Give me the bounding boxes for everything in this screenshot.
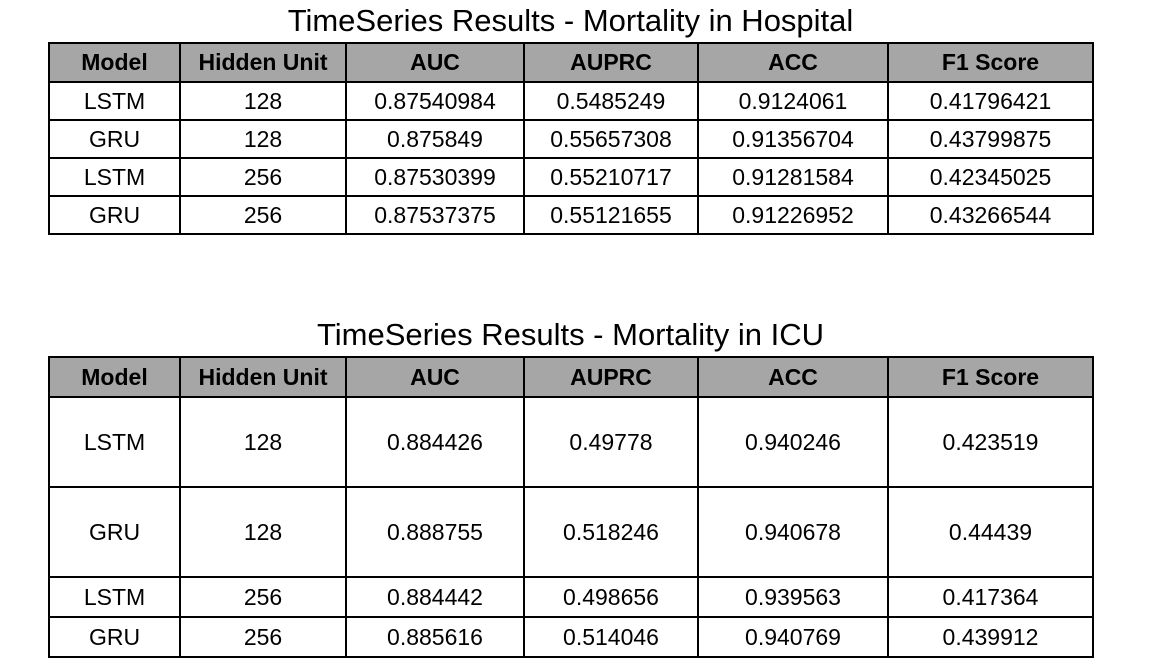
header-model: Model [48, 356, 181, 398]
header-model: Model [48, 42, 181, 83]
cell-acc: 0.940678 [697, 486, 889, 578]
cell-auprc: 0.55210717 [523, 157, 699, 197]
cell-hidden-unit: 256 [179, 576, 347, 618]
cell-auprc: 0.5485249 [523, 81, 699, 121]
cell-acc: 0.91226952 [697, 195, 889, 235]
cell-hidden-unit: 128 [179, 119, 347, 159]
icu-table-title: TimeSeries Results - Mortality in ICU [316, 317, 824, 352]
header-auprc: AUPRC [523, 356, 699, 398]
header-hidden-unit: Hidden Unit [179, 356, 347, 398]
hospital-results-table: Model Hidden Unit AUC AUPRC ACC F1 Score… [48, 42, 1094, 235]
cell-acc: 0.940769 [697, 616, 889, 658]
cell-auc: 0.885616 [345, 616, 525, 658]
cell-auc: 0.884426 [345, 396, 525, 488]
cell-model: LSTM [48, 396, 181, 488]
cell-auc: 0.87537375 [345, 195, 525, 235]
cell-model: GRU [48, 195, 181, 235]
table-row: LSTM 128 0.884426 0.49778 0.940246 0.423… [48, 396, 1094, 488]
cell-auc: 0.875849 [345, 119, 525, 159]
cell-hidden-unit: 256 [179, 616, 347, 658]
header-acc: ACC [697, 356, 889, 398]
cell-hidden-unit: 256 [179, 195, 347, 235]
cell-model: LSTM [48, 157, 181, 197]
icu-results-table: Model Hidden Unit AUC AUPRC ACC F1 Score… [48, 356, 1094, 658]
cell-f1-score: 0.43799875 [887, 119, 1094, 159]
header-acc: ACC [697, 42, 889, 83]
cell-acc: 0.91356704 [697, 119, 889, 159]
cell-auprc: 0.55657308 [523, 119, 699, 159]
cell-acc: 0.939563 [697, 576, 889, 618]
cell-model: GRU [48, 616, 181, 658]
cell-auc: 0.884442 [345, 576, 525, 618]
header-f1-score: F1 Score [887, 356, 1094, 398]
cell-f1-score: 0.43266544 [887, 195, 1094, 235]
cell-model: GRU [48, 119, 181, 159]
cell-auprc: 0.514046 [523, 616, 699, 658]
cell-f1-score: 0.41796421 [887, 81, 1094, 121]
table-row: LSTM 128 0.87540984 0.5485249 0.9124061 … [48, 81, 1094, 121]
header-auprc: AUPRC [523, 42, 699, 83]
header-f1-score: F1 Score [887, 42, 1094, 83]
cell-auprc: 0.55121655 [523, 195, 699, 235]
cell-auc: 0.87530399 [345, 157, 525, 197]
table-row: LSTM 256 0.884442 0.498656 0.939563 0.41… [48, 576, 1094, 618]
cell-f1-score: 0.417364 [887, 576, 1094, 618]
cell-auprc: 0.49778 [523, 396, 699, 488]
cell-hidden-unit: 128 [179, 486, 347, 578]
cell-auprc: 0.518246 [523, 486, 699, 578]
cell-f1-score: 0.44439 [887, 486, 1094, 578]
header-auc: AUC [345, 42, 525, 83]
cell-hidden-unit: 128 [179, 396, 347, 488]
cell-auc: 0.87540984 [345, 81, 525, 121]
cell-f1-score: 0.423519 [887, 396, 1094, 488]
cell-hidden-unit: 128 [179, 81, 347, 121]
cell-f1-score: 0.439912 [887, 616, 1094, 658]
table-row: GRU 128 0.888755 0.518246 0.940678 0.444… [48, 486, 1094, 578]
header-hidden-unit: Hidden Unit [179, 42, 347, 83]
cell-acc: 0.9124061 [697, 81, 889, 121]
cell-acc: 0.940246 [697, 396, 889, 488]
table-row: GRU 128 0.875849 0.55657308 0.91356704 0… [48, 119, 1094, 159]
cell-f1-score: 0.42345025 [887, 157, 1094, 197]
cell-model: GRU [48, 486, 181, 578]
cell-auc: 0.888755 [345, 486, 525, 578]
table-row: LSTM 256 0.87530399 0.55210717 0.9128158… [48, 157, 1094, 197]
table-row: GRU 256 0.885616 0.514046 0.940769 0.439… [48, 616, 1094, 658]
table-header-row: Model Hidden Unit AUC AUPRC ACC F1 Score [48, 42, 1094, 83]
cell-model: LSTM [48, 576, 181, 618]
header-auc: AUC [345, 356, 525, 398]
cell-acc: 0.91281584 [697, 157, 889, 197]
cell-auprc: 0.498656 [523, 576, 699, 618]
table-row: GRU 256 0.87537375 0.55121655 0.91226952… [48, 195, 1094, 235]
table-header-row: Model Hidden Unit AUC AUPRC ACC F1 Score [48, 356, 1094, 398]
cell-hidden-unit: 256 [179, 157, 347, 197]
hospital-table-title: TimeSeries Results - Mortality in Hospit… [287, 3, 854, 38]
cell-model: LSTM [48, 81, 181, 121]
